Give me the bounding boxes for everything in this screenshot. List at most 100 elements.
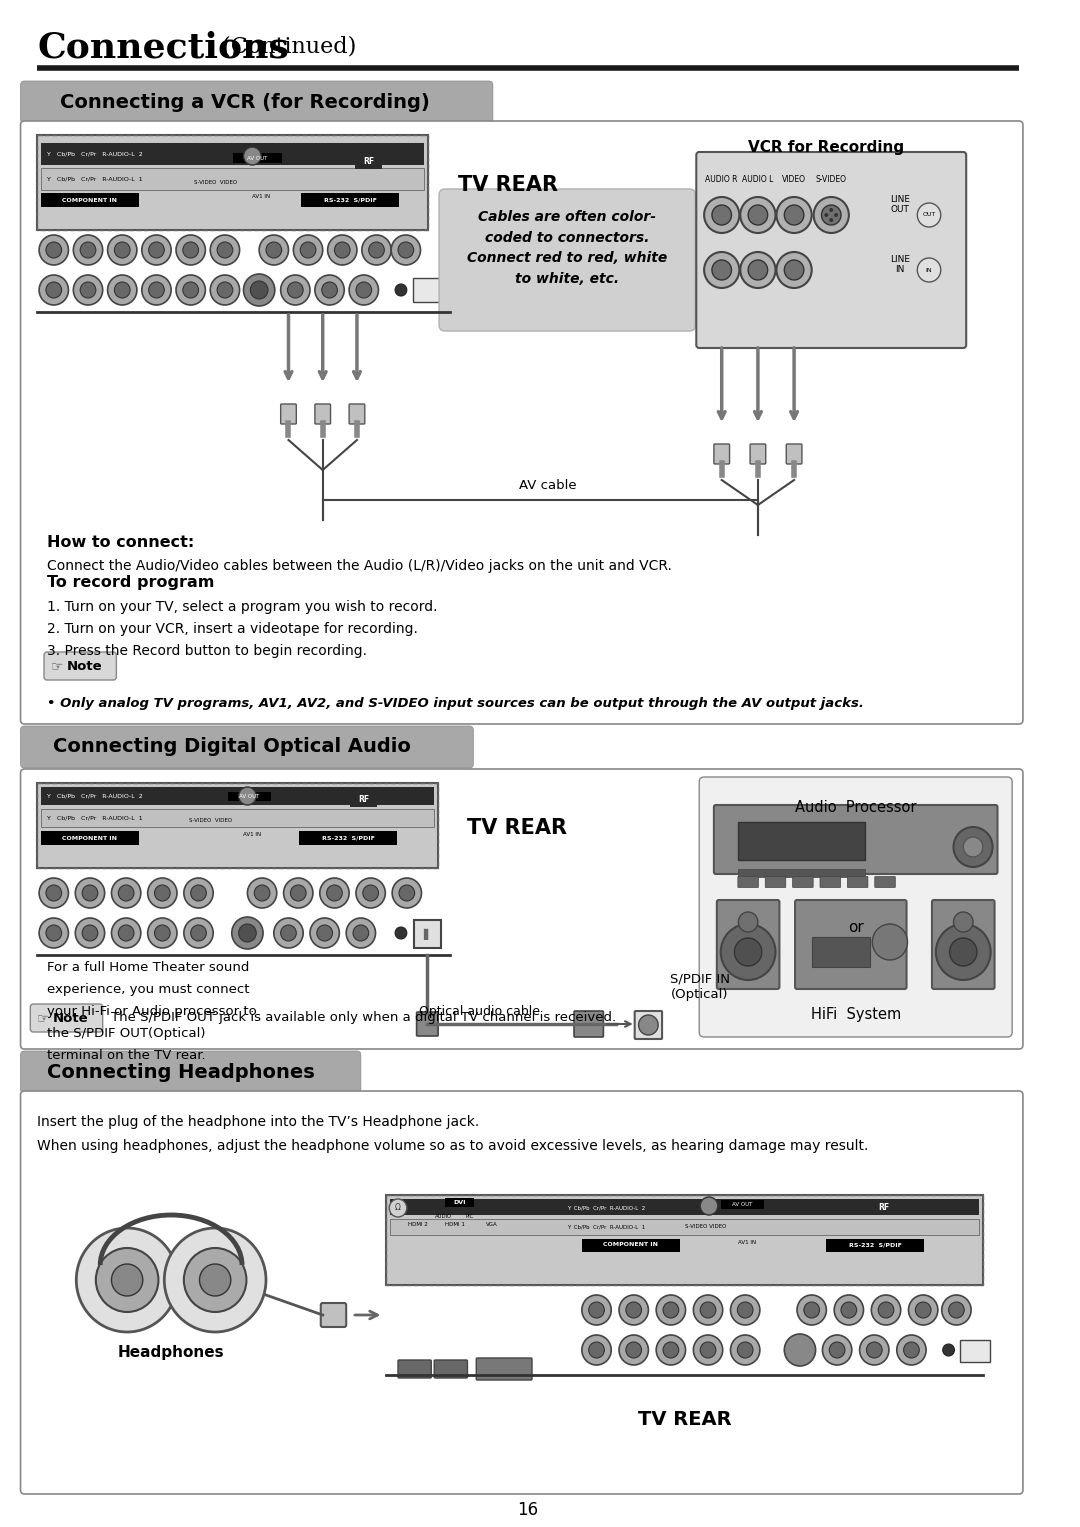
Circle shape	[797, 1295, 826, 1325]
FancyBboxPatch shape	[717, 899, 780, 989]
Circle shape	[73, 275, 103, 305]
Circle shape	[39, 235, 68, 266]
Text: For a full Home Theater sound: For a full Home Theater sound	[46, 960, 249, 974]
Text: or: or	[848, 919, 864, 935]
Circle shape	[39, 275, 68, 305]
FancyBboxPatch shape	[932, 899, 995, 989]
Text: Y  Cb/Pb  Cr/Pr  R-AUDIO-L  2: Y Cb/Pb Cr/Pr R-AUDIO-L 2	[567, 1205, 646, 1211]
Circle shape	[294, 235, 323, 266]
Circle shape	[191, 886, 206, 901]
Circle shape	[149, 282, 164, 298]
Circle shape	[266, 241, 282, 258]
Circle shape	[211, 235, 240, 266]
Circle shape	[657, 1335, 686, 1365]
Circle shape	[154, 886, 171, 901]
Text: Note: Note	[67, 660, 103, 672]
Circle shape	[217, 241, 233, 258]
Circle shape	[114, 282, 130, 298]
FancyBboxPatch shape	[355, 156, 382, 169]
Circle shape	[720, 924, 775, 980]
FancyBboxPatch shape	[21, 1090, 1023, 1493]
Circle shape	[712, 260, 731, 279]
Circle shape	[164, 1228, 266, 1332]
Circle shape	[326, 886, 342, 901]
Circle shape	[362, 235, 391, 266]
Circle shape	[316, 925, 333, 941]
Circle shape	[119, 886, 134, 901]
FancyBboxPatch shape	[233, 153, 282, 163]
Circle shape	[626, 1303, 642, 1318]
Text: Y   Cb/Pb   Cr/Pr   R-AUDIO-L  1: Y Cb/Pb Cr/Pr R-AUDIO-L 1	[46, 815, 143, 820]
Circle shape	[734, 938, 761, 967]
FancyBboxPatch shape	[44, 652, 117, 680]
Text: Note: Note	[53, 1011, 89, 1025]
Circle shape	[184, 878, 213, 909]
FancyBboxPatch shape	[228, 793, 271, 802]
Circle shape	[176, 235, 205, 266]
Circle shape	[76, 878, 105, 909]
Text: DVI: DVI	[454, 1200, 465, 1205]
Circle shape	[395, 284, 407, 296]
Text: The S/PDIF OUT jack is available only when a digital TV channel is received.: The S/PDIF OUT jack is available only wh…	[111, 1011, 617, 1025]
Circle shape	[804, 1303, 820, 1318]
FancyBboxPatch shape	[848, 876, 868, 887]
FancyBboxPatch shape	[739, 869, 865, 876]
FancyBboxPatch shape	[793, 876, 813, 887]
Circle shape	[395, 927, 407, 939]
FancyBboxPatch shape	[875, 876, 895, 887]
Circle shape	[281, 925, 296, 941]
Circle shape	[46, 886, 62, 901]
Circle shape	[73, 235, 103, 266]
Text: AUDIO L: AUDIO L	[742, 176, 773, 185]
FancyBboxPatch shape	[417, 1012, 438, 1035]
Text: ▌: ▌	[423, 928, 432, 939]
Circle shape	[748, 260, 768, 279]
FancyBboxPatch shape	[582, 1238, 679, 1252]
Circle shape	[822, 205, 841, 224]
Circle shape	[141, 275, 171, 305]
Circle shape	[589, 1303, 605, 1318]
Circle shape	[148, 878, 177, 909]
Circle shape	[320, 878, 349, 909]
Circle shape	[693, 1295, 723, 1325]
FancyBboxPatch shape	[37, 783, 438, 867]
Text: AV OUT: AV OUT	[247, 156, 268, 160]
Text: VGA: VGA	[486, 1223, 498, 1228]
Circle shape	[347, 918, 376, 948]
Text: AV1 IN: AV1 IN	[739, 1240, 756, 1245]
FancyBboxPatch shape	[575, 1011, 604, 1037]
Text: HDMI 2: HDMI 2	[407, 1223, 428, 1228]
FancyBboxPatch shape	[299, 831, 397, 844]
Text: TV REAR: TV REAR	[458, 176, 557, 195]
Text: ☞: ☞	[37, 1011, 50, 1025]
Text: RF: RF	[359, 796, 369, 805]
Circle shape	[740, 252, 775, 289]
Circle shape	[184, 1248, 246, 1312]
Circle shape	[327, 235, 357, 266]
Circle shape	[917, 258, 941, 282]
Circle shape	[963, 837, 983, 857]
FancyBboxPatch shape	[820, 876, 840, 887]
Circle shape	[148, 918, 177, 948]
Circle shape	[954, 912, 973, 931]
Circle shape	[119, 925, 134, 941]
FancyBboxPatch shape	[315, 405, 330, 425]
Circle shape	[82, 925, 98, 941]
Circle shape	[942, 1295, 971, 1325]
Text: Cables are often color-
coded to connectors.
Connect red to red, white
to white,: Cables are often color- coded to connect…	[467, 211, 667, 286]
Circle shape	[315, 275, 345, 305]
FancyBboxPatch shape	[390, 1219, 978, 1235]
Circle shape	[954, 828, 993, 867]
Circle shape	[356, 282, 372, 298]
FancyBboxPatch shape	[21, 1051, 361, 1093]
FancyBboxPatch shape	[41, 809, 434, 828]
Circle shape	[232, 918, 264, 948]
FancyBboxPatch shape	[697, 153, 967, 348]
FancyBboxPatch shape	[635, 1011, 662, 1038]
FancyBboxPatch shape	[739, 822, 865, 860]
Text: TV REAR: TV REAR	[468, 818, 567, 838]
Text: 1. Turn on your TV, select a program you wish to record.: 1. Turn on your TV, select a program you…	[46, 600, 437, 614]
Circle shape	[860, 1335, 889, 1365]
FancyBboxPatch shape	[350, 793, 378, 806]
Text: Y   Cb/Pb   Cr/Pr   R-AUDIO-L  2: Y Cb/Pb Cr/Pr R-AUDIO-L 2	[46, 794, 143, 799]
